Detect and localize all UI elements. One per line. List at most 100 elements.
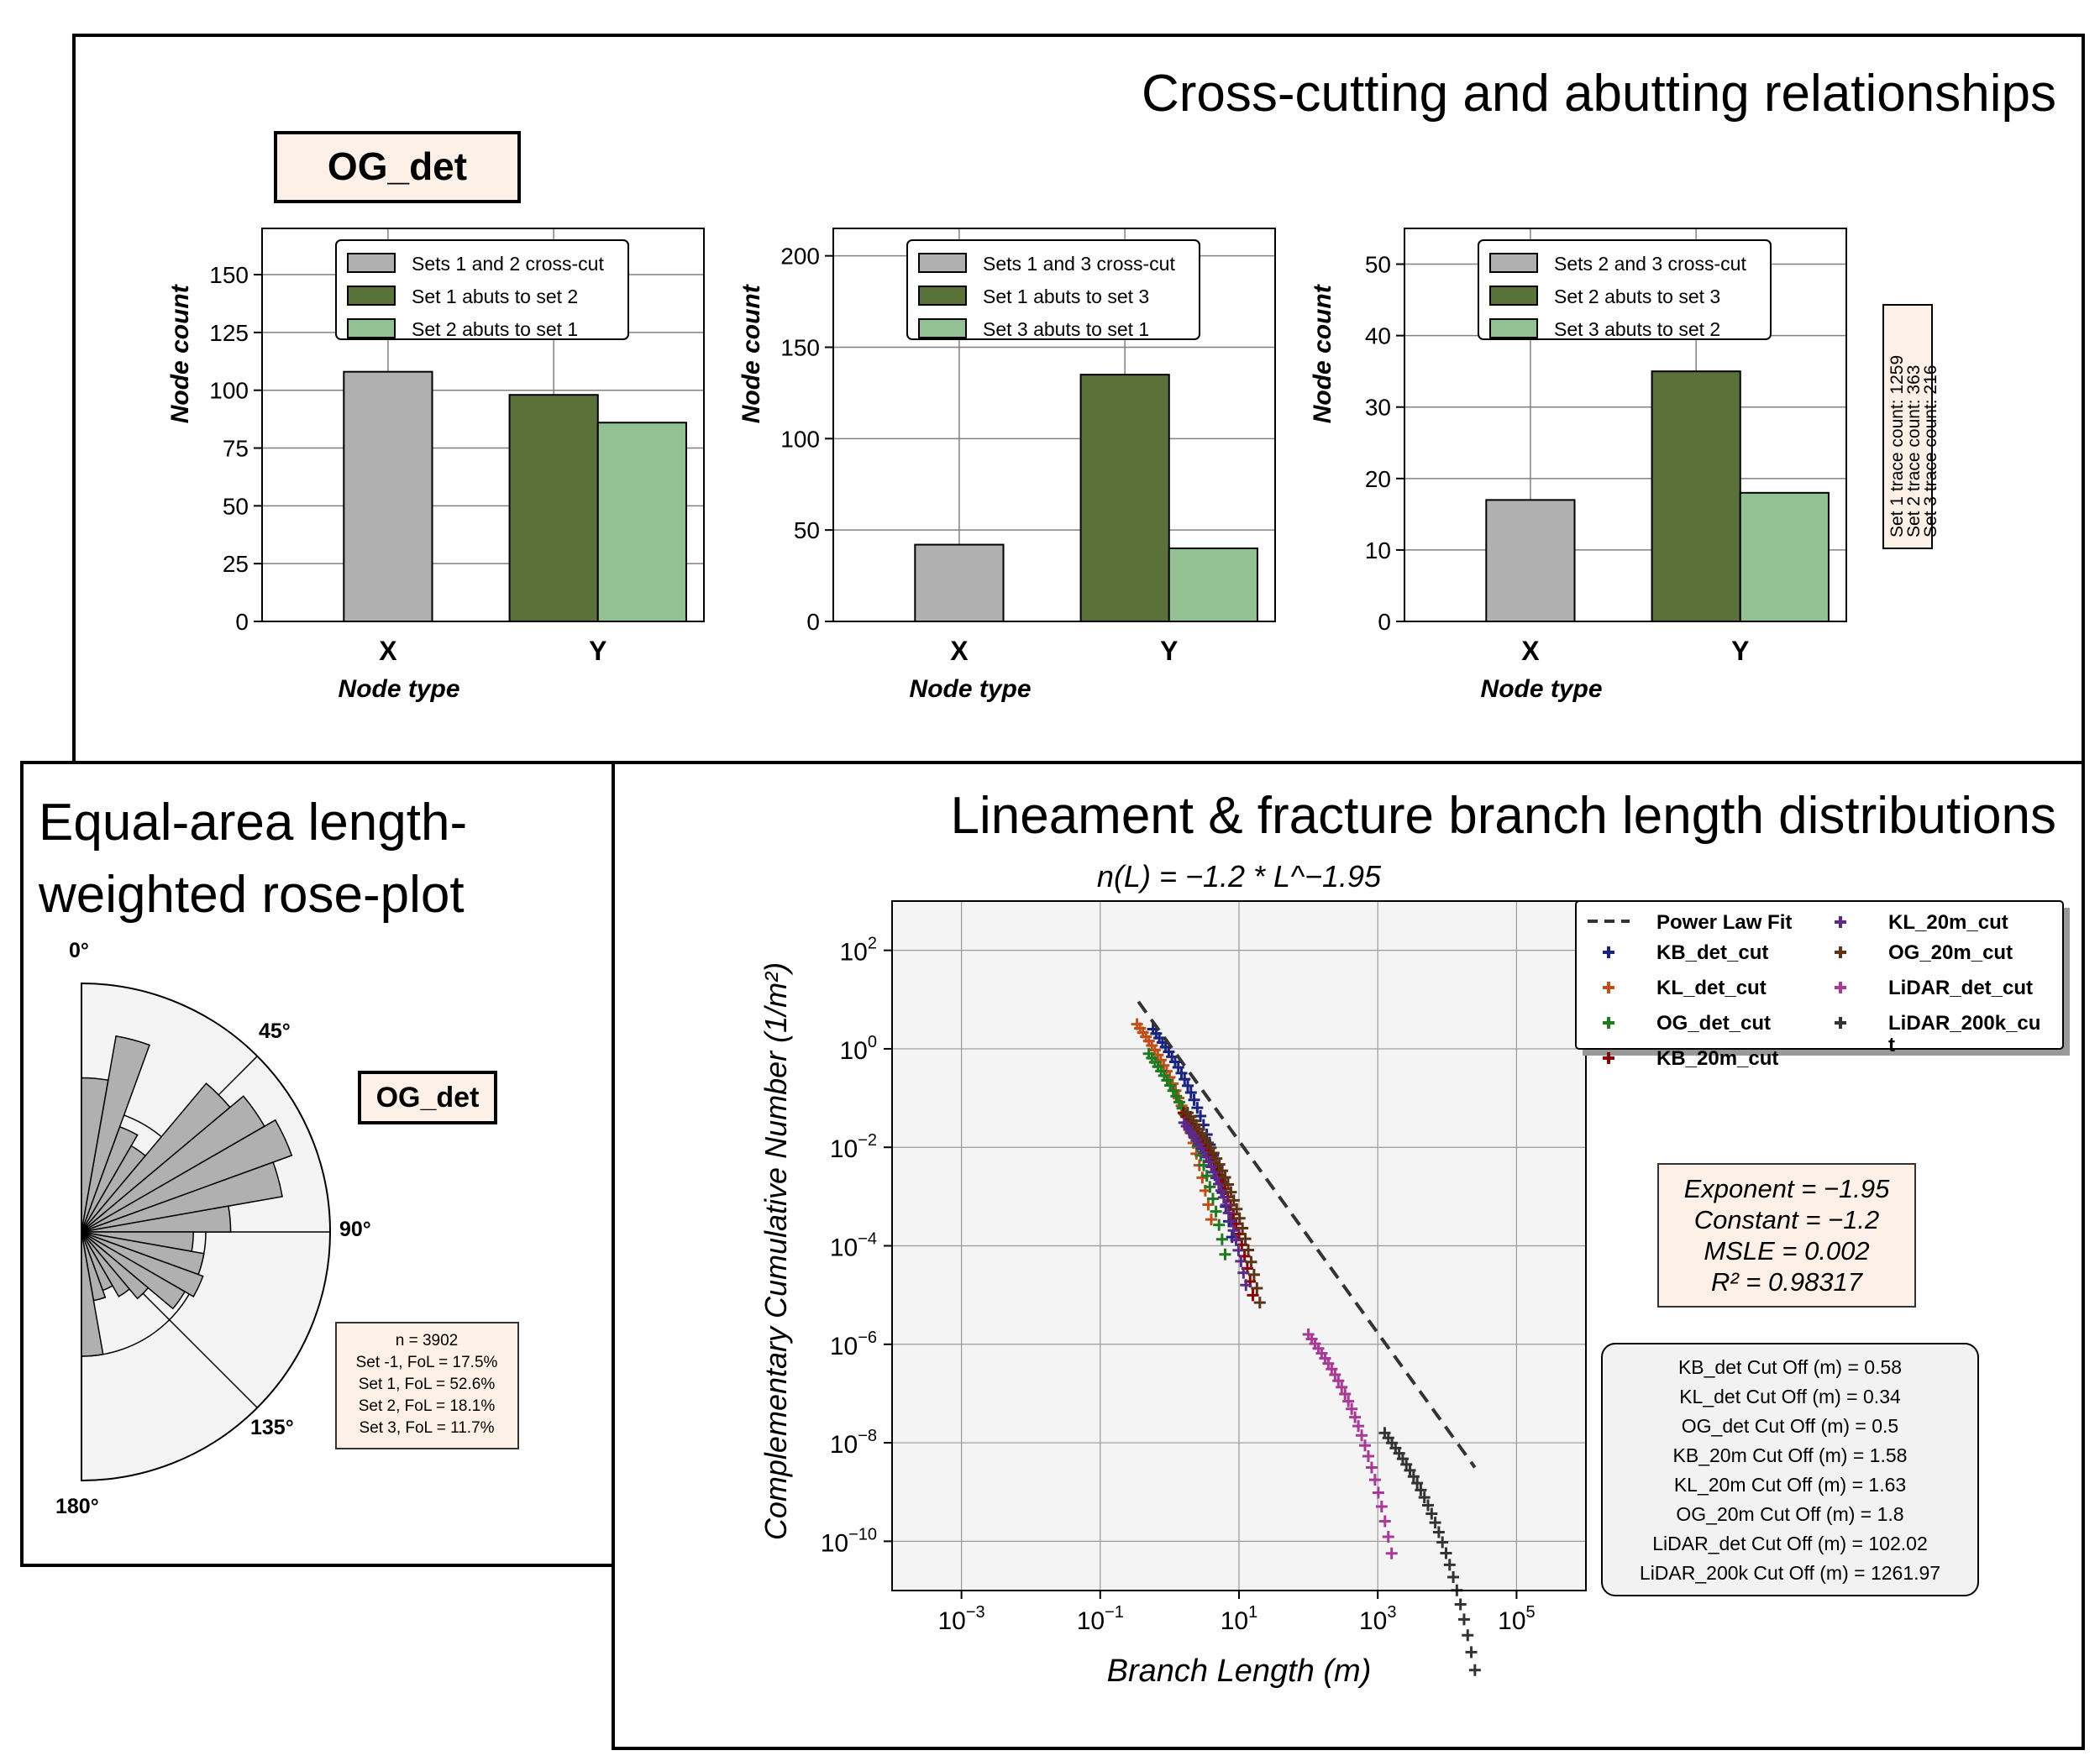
data-point xyxy=(1208,1166,1221,1178)
data-point xyxy=(1422,1499,1434,1512)
rose-angle-label: 45° xyxy=(259,1019,291,1043)
data-point xyxy=(1372,1486,1384,1499)
bar-sets-1-and-2-cross-cut xyxy=(343,370,433,622)
data-point xyxy=(1365,1461,1378,1474)
data-point xyxy=(1346,1402,1358,1415)
legend-box xyxy=(906,239,1200,340)
data-point xyxy=(1204,1181,1216,1193)
legend-swatch xyxy=(918,318,967,338)
y-axis-label: Node count xyxy=(166,283,194,423)
data-point xyxy=(1210,1205,1222,1218)
data-point xyxy=(1462,1629,1474,1642)
legend-marker xyxy=(1835,916,1846,928)
rose-stat-set-minus1: Set -1, FoL = 17.5% xyxy=(356,1354,498,1371)
y-tick-label: 10−2 xyxy=(830,1131,877,1163)
rose-petal xyxy=(81,1231,131,1297)
legend-label: Power Law Fit xyxy=(1656,911,1792,934)
legend-label: KB_det_cut xyxy=(1656,941,1768,964)
data-point xyxy=(1188,1093,1200,1106)
cutoff-kl-det: KL_det Cut Off (m) = 0.34 xyxy=(1679,1386,1901,1407)
rose-angle-label: 0° xyxy=(69,939,89,962)
legend-label: Sets 1 and 3 cross-cut xyxy=(983,253,1175,275)
data-point xyxy=(1215,1233,1228,1245)
trace-count-set3: Set 3 trace count: 216 xyxy=(1921,365,1940,537)
y-tick-label: 25 xyxy=(223,551,249,577)
y-tick-label: 10−10 xyxy=(821,1525,877,1557)
rose-petal xyxy=(81,1119,293,1233)
top-area-label-box xyxy=(274,131,521,203)
y-tick-label: 40 xyxy=(1365,323,1391,349)
legend-label: LiDAR_det_cut xyxy=(1888,977,2033,999)
bar-chart-sets-2-3: 0 10 20 30 40 50 X Y Node type Node count Sets 2 a… xyxy=(1309,228,1847,703)
data-point xyxy=(1194,1110,1207,1123)
legend-label: Set 3 abuts to set 2 xyxy=(1554,318,1720,340)
data-point xyxy=(1382,1531,1394,1543)
y-tick-label: 75 xyxy=(223,436,249,462)
legend-marker xyxy=(1603,982,1614,993)
legend-label: KL_det_cut xyxy=(1656,977,1767,999)
x-tick-label: 103 xyxy=(1359,1603,1397,1635)
data-point xyxy=(1339,1387,1352,1400)
bar-set-2-abuts-to-set-3 xyxy=(1651,370,1741,622)
rose-plot: 0° 45° 90° 135° 180° xyxy=(55,939,371,1518)
fit-stats: Exponent = −1.95 Constant = −1.2 MSLE = … xyxy=(1684,1174,1891,1297)
data-point xyxy=(1440,1547,1452,1559)
series-lidar-200k-cut xyxy=(1378,1427,1481,1676)
plot-frame xyxy=(261,228,705,622)
length-distribution-plot: 10−3 10−1 101 103 105 102 100 10−2 10−4 10−6 10−8 1… xyxy=(759,859,2070,1689)
legend-swatch xyxy=(347,253,396,273)
data-point xyxy=(1432,1526,1445,1538)
y-tick-label: 10 xyxy=(1365,537,1391,563)
cutoff-lidar-det: LiDAR_det Cut Off (m) = 102.02 xyxy=(1652,1533,1927,1554)
y-tick-label: 50 xyxy=(1365,252,1391,278)
y-tick-label: 0 xyxy=(1378,609,1391,635)
y-tick-label: 150 xyxy=(209,262,249,288)
data-point xyxy=(1404,1464,1416,1476)
legend-box xyxy=(1478,239,1772,340)
x-axis-label: Node type xyxy=(910,675,1032,703)
data-point xyxy=(1368,1474,1381,1486)
x-axis-label: Branch Length (m) xyxy=(1107,1654,1372,1689)
data-point xyxy=(1407,1470,1420,1483)
bar-set-3-abuts-to-set-1 xyxy=(1168,547,1258,623)
legend-marker xyxy=(1835,982,1846,993)
data-point xyxy=(1206,1192,1219,1205)
power-law-fit-line xyxy=(1137,1000,1477,1469)
data-point xyxy=(1239,1233,1252,1245)
data-point xyxy=(1191,1102,1204,1114)
cutoff-kb-det: KB_det Cut Off (m) = 0.58 xyxy=(1678,1356,1902,1378)
bar-set-3-abuts-to-set-2 xyxy=(1739,491,1830,622)
data-point xyxy=(1247,1268,1260,1281)
legend-label: KL_20m_cut xyxy=(1888,911,2008,934)
data-point xyxy=(1356,1429,1368,1442)
legend-swatch xyxy=(918,253,967,273)
data-point xyxy=(1205,1213,1217,1226)
top-area-label: OG_det xyxy=(328,144,467,188)
top-panel-title: Cross-cutting and abutting relationships xyxy=(1142,65,2056,123)
bar-set-1-abuts-to-set-3 xyxy=(1079,374,1170,622)
x-tick-label: 10−3 xyxy=(938,1603,985,1635)
cutoff-list: KB_det Cut Off (m) = 0.58 KL_det Cut Off… xyxy=(1640,1356,1940,1584)
data-point xyxy=(1216,1165,1229,1177)
data-point xyxy=(1175,1067,1188,1079)
data-point xyxy=(1342,1395,1355,1407)
rose-title-line1: Equal-area length- xyxy=(39,794,467,852)
data-point xyxy=(1221,1178,1234,1191)
data-point xyxy=(1436,1536,1449,1549)
series-lidar-det-cut xyxy=(1302,1329,1398,1559)
rose-angle-label: 90° xyxy=(339,1218,371,1241)
rose-title-line2: weighted rose-plot xyxy=(38,866,465,924)
y-tick-label: 100 xyxy=(840,1033,878,1065)
legend-label: Set 1 abuts to set 2 xyxy=(412,286,578,307)
fit-stats-box xyxy=(1657,1163,1916,1308)
legend-marker xyxy=(1603,1052,1614,1064)
data-point xyxy=(1457,1613,1470,1626)
data-point xyxy=(1245,1255,1257,1268)
data-point xyxy=(1429,1517,1441,1529)
legend-label: Set 2 abuts to set 3 xyxy=(1554,286,1720,307)
rose-petal xyxy=(81,1205,232,1233)
y-axis-label: Node count xyxy=(1309,283,1336,423)
x-category-label: Y xyxy=(589,636,606,666)
rose-stat-n: n = 3902 xyxy=(396,1332,459,1350)
rose-stat-set2: Set 2, FoL = 18.1% xyxy=(359,1397,496,1415)
